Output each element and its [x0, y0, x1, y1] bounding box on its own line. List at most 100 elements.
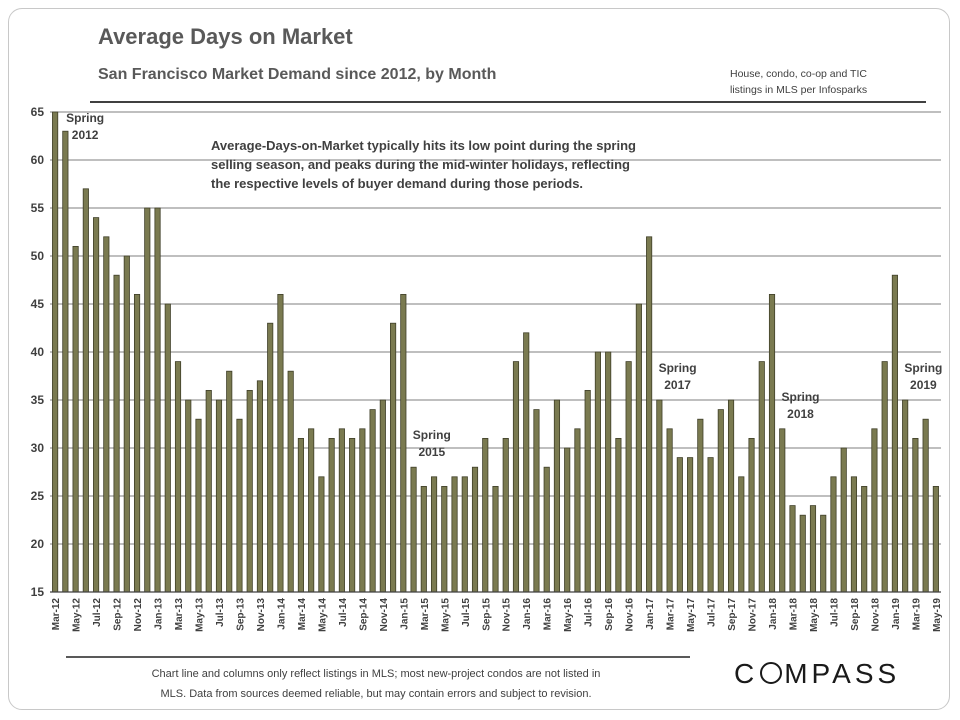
bar-Dec-16 [635, 303, 642, 593]
spring-year-2015: 2015 [418, 445, 445, 459]
bar-May-14 [318, 476, 325, 593]
bar-Apr-18 [799, 514, 806, 593]
bar-May-16 [564, 447, 571, 593]
bar-Mar-13 [174, 361, 182, 593]
bar-Nov-18 [871, 428, 878, 593]
spring-year-2019: 2019 [910, 378, 937, 392]
spring-year-2018: 2018 [787, 407, 814, 421]
chart-subtitle: San Francisco Market Demand since 2012, … [98, 66, 497, 83]
header-divider [90, 101, 926, 103]
y-tick-label: 25 [31, 489, 45, 503]
spring-label-2017: Spring [659, 361, 697, 375]
footnote-line-1: Chart line and columns only reflect list… [151, 668, 601, 680]
x-tick-label: May-14 [317, 598, 328, 632]
bar-Oct-16 [615, 437, 622, 593]
bar-Sep-13 [236, 418, 243, 593]
bar-Mar-16 [543, 466, 550, 593]
bar-Mar-17 [666, 428, 673, 593]
bar-May-18 [809, 505, 817, 593]
bar-Dec-18 [881, 361, 888, 593]
bar-Dec-12 [144, 207, 151, 593]
chart-title: Average Days on Market [98, 24, 353, 49]
x-tick-label: Sep-16 [604, 598, 615, 631]
bar-Apr-17 [676, 457, 683, 593]
bar-Jun-13 [205, 389, 212, 593]
source-note-line-1: House, condo, co-op and TIC [730, 68, 867, 80]
x-tick-label: Nov-15 [502, 598, 513, 632]
x-tick-label: Nov-17 [748, 598, 759, 632]
y-tick-label: 60 [31, 153, 45, 167]
x-tick-label: Nov-14 [379, 598, 390, 632]
bar-Mar-15 [420, 485, 427, 593]
x-tick-label: Jan-14 [276, 598, 287, 630]
x-tick-label: May-16 [563, 598, 574, 632]
y-tick-label: 50 [31, 249, 45, 263]
bar-Jan-17 [646, 236, 653, 593]
x-tick-label: Jan-15 [399, 598, 410, 630]
bar-Jan-13 [154, 207, 161, 593]
spring-label-2019: Spring [904, 361, 942, 375]
bar-Sep-18 [850, 476, 858, 593]
y-tick-label: 40 [31, 345, 45, 359]
x-tick-label: Mar-16 [543, 598, 554, 631]
bar-Nov-12 [133, 293, 141, 593]
x-tick-label: Sep-14 [358, 598, 369, 631]
x-tick-label: Sep-15 [481, 598, 492, 631]
source-note-line-2: listings in MLS per Infosparks [730, 84, 868, 96]
footnote: Chart line and columns only reflect list… [96, 664, 656, 704]
bar-Jul-17 [707, 457, 714, 593]
bar-Oct-13 [246, 389, 253, 593]
bar-Oct-18 [861, 485, 868, 593]
spring-year-2012: 2012 [72, 128, 99, 142]
bar-Oct-14 [369, 409, 376, 593]
bar-Feb-14 [287, 370, 294, 593]
x-tick-label: Nov-18 [870, 598, 881, 632]
x-tick-label: May-15 [440, 598, 451, 632]
bar-Nov-16 [625, 361, 632, 593]
bar-Feb-15 [410, 466, 417, 593]
bar-Jun-17 [697, 418, 704, 593]
x-tick-label: Jul-18 [829, 598, 840, 627]
bar-Oct-15 [492, 485, 499, 593]
bar-Sep-17 [727, 399, 735, 593]
bar-Jan-15 [400, 293, 407, 593]
bar-Jan-14 [277, 293, 284, 593]
bar-Apr-12 [62, 130, 69, 593]
logo-text-after: MPASS [784, 658, 901, 689]
compass-logo: C MPASS [734, 658, 900, 690]
bar-Mar-18 [789, 505, 796, 593]
labels-layer: Spring 2012 Spring 2015 Spring 2017 Spring 2018… [66, 111, 942, 459]
x-tick-label: May-13 [195, 598, 206, 632]
x-tick-label: Mar-13 [174, 598, 185, 631]
x-tick-label: May-18 [809, 598, 820, 632]
x-tick-label: May-19 [932, 598, 943, 632]
bar-Nov-15 [502, 437, 509, 593]
spring-label-2012: Spring [66, 111, 104, 125]
x-tick-label: Jul-14 [338, 598, 349, 627]
bar-Jun-14 [328, 437, 335, 593]
x-tick-label: Mar-12 [51, 598, 62, 631]
bar-Aug-17 [717, 409, 724, 593]
bar-Feb-19 [902, 399, 909, 593]
bar-May-12 [72, 245, 79, 593]
x-tick-label: Mar-15 [420, 598, 431, 631]
logo-o-ring [760, 662, 783, 684]
bar-May-13 [195, 418, 202, 593]
bar-Feb-17 [656, 399, 663, 593]
x-tick-label: May-17 [686, 598, 697, 632]
x-tick-label: Jan-13 [154, 598, 165, 630]
y-tick-label: 30 [31, 441, 45, 455]
y-tick-label: 55 [31, 201, 45, 215]
x-tick-label: Sep-12 [113, 598, 124, 631]
bar-Dec-13 [267, 322, 274, 593]
bar-Aug-18 [840, 447, 847, 593]
y-tick-label: 45 [31, 297, 45, 311]
bar-Jul-12 [93, 217, 100, 593]
bar-Sep-14 [359, 428, 366, 593]
bar-Feb-18 [779, 428, 786, 593]
y-tick-label: 65 [31, 105, 45, 119]
bar-Nov-17 [748, 437, 755, 593]
x-tick-label: Mar-18 [789, 598, 800, 631]
bar-Dec-15 [512, 361, 520, 593]
